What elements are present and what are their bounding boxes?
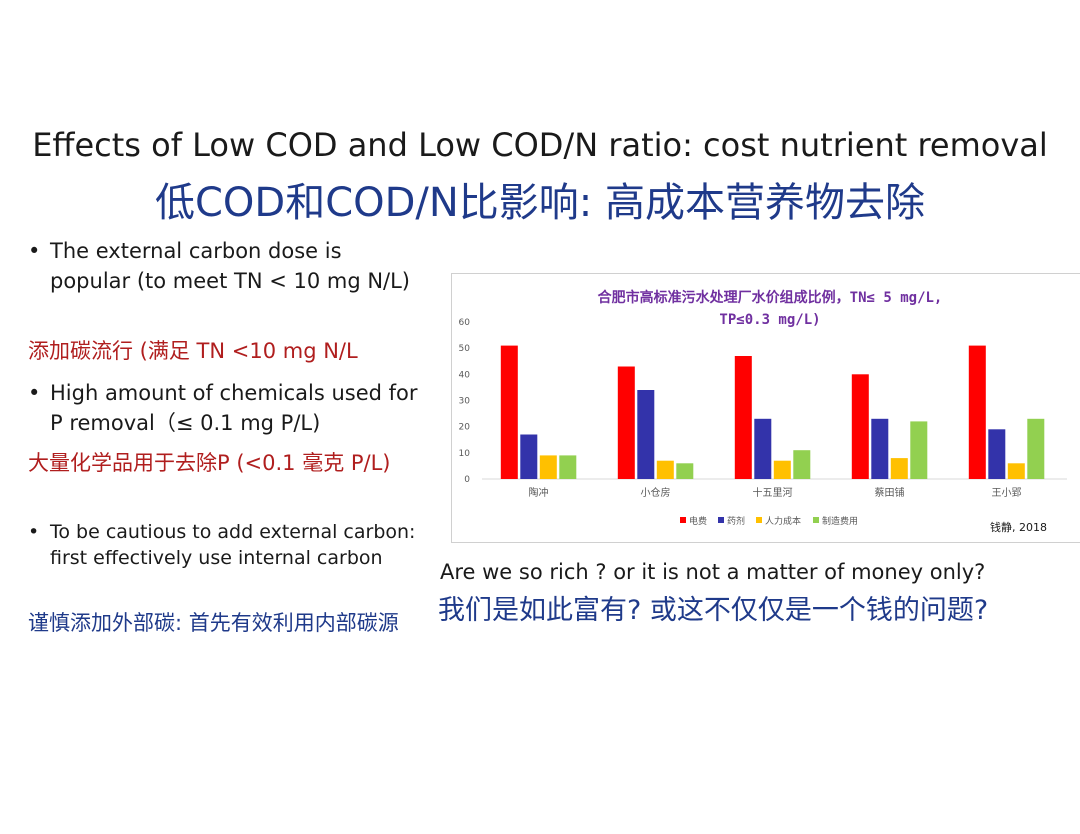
bar-3-1 [539,455,557,479]
bar-1-4 [851,374,869,479]
x-category-label: 小仓房 [641,486,671,499]
question-zh: 我们是如此富有? 或这不仅仅是一个钱的问题? [438,595,989,626]
legend-label-3: 人力成本 [765,515,801,527]
bullet-dot: • [28,239,41,263]
x-category-label: 陶冲 [529,486,549,499]
bullet-1-text: The external carbon dose is popular (to … [50,239,411,293]
chart-source-note: 钱静, 2018 [990,520,1047,534]
bar-3-5 [1007,463,1025,479]
chart-title-line-2: TP≤0.3 mg/L) [719,312,820,328]
bar-4-1 [559,455,577,479]
bullet-3: • To be cautious to add external carbon:… [28,519,428,571]
x-category-label: 十五里河 [753,486,793,499]
bar-4-2 [676,463,694,479]
bullet-1-zh: 添加碳流行 (满足 TN <10 mg N/L [28,339,358,363]
slide-title-en: Effects of Low COD and Low COD/N ratio: … [32,126,1048,164]
y-tick-label: 20 [459,423,471,433]
legend-label-2: 药剂 [727,515,745,527]
bar-1-3 [734,356,752,479]
legend-swatch-1 [680,517,686,523]
bullet-1: • The external carbon dose is popular (t… [28,236,428,296]
bullet-2: • High amount of chemicals used for P re… [28,378,428,438]
cost-composition-chart: 合肥市高标准污水处理厂水价组成比例，TN≤ 5 mg/L, TP≤0.3 mg/L… [451,273,1080,543]
y-tick-label: 40 [459,370,471,380]
y-tick-label: 30 [459,397,471,407]
legend-swatch-2 [718,517,724,523]
chart-svg: 合肥市高标准污水处理厂水价组成比例，TN≤ 5 mg/L, TP≤0.3 mg/L… [459,289,1067,534]
x-category-label: 蔡田铺 [875,486,905,499]
bar-4-5 [1027,418,1045,479]
bullet-3-zh: 谨慎添加外部碳: 首先有效利用内部碳源 [28,611,399,635]
y-tick-label: 10 [459,449,471,459]
legend-swatch-4 [813,517,819,523]
y-tick-label: 0 [464,475,470,485]
bar-2-4 [871,418,889,479]
bar-3-3 [773,460,791,479]
y-tick-label: 50 [459,344,471,354]
bar-1-5 [968,345,986,479]
bullet-3-text: To be cautious to add external carbon: f… [50,521,416,569]
bullet-2-text: High amount of chemicals used for P remo… [50,381,418,435]
slide-title-zh: 低COD和COD/N比影响: 高成本营养物去除 [154,180,926,226]
bar-2-5 [988,429,1006,479]
bullet-dot: • [28,521,40,543]
y-tick-label: 60 [459,318,471,328]
bullet-2-zh: 大量化学品用于去除P (<0.1 毫克 P/L) [28,451,391,475]
bullet-dot: • [28,381,41,405]
legend-label-1: 电费 [689,515,707,527]
bar-1-2 [617,366,635,479]
legend-swatch-3 [756,517,762,523]
bar-1-1 [500,345,518,479]
bar-4-4 [910,421,928,479]
bar-3-2 [656,460,674,479]
bar-3-4 [890,458,908,479]
bar-4-3 [793,450,811,479]
bar-2-3 [754,418,772,479]
bar-2-1 [520,434,538,479]
chart-title-line-1: 合肥市高标准污水处理厂水价组成比例，TN≤ 5 mg/L, [598,289,943,306]
question-en: Are we so rich ? or it is not a matter o… [440,560,986,584]
bar-2-2 [637,390,655,479]
x-category-label: 王小郢 [992,487,1022,499]
legend-label-4: 制造费用 [822,515,858,527]
